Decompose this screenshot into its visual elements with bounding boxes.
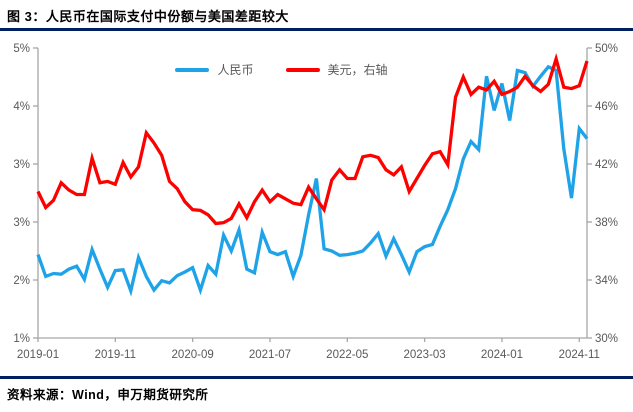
footer-divider-rule [0, 376, 633, 379]
x-axis-tick-label: 2022-05 [326, 349, 368, 361]
rmb-share-line [36, 64, 589, 297]
legend-item-usd: 美元，右轴 [285, 61, 388, 78]
legend-label-usd: 美元，右轴 [327, 63, 388, 77]
right-axis-tick-label: 30% [595, 333, 618, 345]
legend-item-rmb: 人民币 [175, 61, 254, 78]
x-axis-tick-label: 2021-07 [249, 349, 291, 361]
left-axis-tick-label: 4% [13, 101, 30, 113]
x-axis-tick-label: 2023-03 [404, 349, 446, 361]
dual-axis-line-chart: 5% 4% 3% 3% 2% 1% 50% 46% 42% 38% 34% 30% 2019-01 201… [13, 43, 618, 361]
chart-legend: 人民币 美元，右轴 [0, 61, 563, 78]
left-axis-tick-label: 2% [13, 275, 30, 287]
usd-line-swatch-icon [285, 67, 320, 72]
right-axis-tick-label: 50% [595, 43, 618, 55]
data-source-note: 资料来源：Wind，申万期货研究所 [7, 388, 209, 402]
legend-label-rmb: 人民币 [217, 63, 254, 77]
left-axis-tick-label: 5% [13, 43, 30, 55]
title-divider-rule [0, 28, 633, 31]
figure-title: 图 3：人民币在国际支付中份额与美国差距较大 [7, 9, 289, 24]
left-axis-tick-label: 1% [13, 333, 30, 345]
left-axis-tick-label: 3% [13, 159, 30, 171]
right-axis-tick-label: 46% [595, 101, 618, 113]
x-axis-tick-label: 2020-09 [172, 349, 214, 361]
right-axis-tick-label: 42% [595, 159, 618, 171]
x-axis-tick-label: 2019-11 [95, 349, 136, 361]
x-axis-tick-label: 2019-01 [17, 349, 59, 361]
right-axis-tick-label: 38% [595, 217, 618, 229]
x-axis-tick-label: 2024-01 [481, 349, 523, 361]
rmb-line-swatch-icon [175, 67, 210, 72]
usd-share-line [36, 52, 589, 226]
left-axis-tick-label: 3% [13, 217, 30, 229]
right-axis-tick-label: 34% [595, 275, 618, 287]
x-axis-tick-label: 2024-11 [559, 349, 600, 361]
